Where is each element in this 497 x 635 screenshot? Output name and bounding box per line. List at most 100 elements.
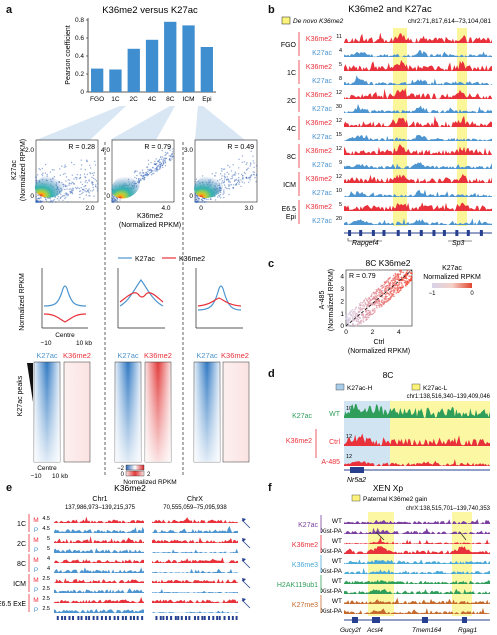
track-scale: 12 — [336, 174, 342, 180]
scatter-plot-3: R = 0.49 0 3.0 0 3.0 — [184, 139, 258, 212]
scatter-xtick: 3.0 — [244, 205, 253, 212]
profile-left-label: −10 — [40, 340, 51, 347]
zoom-wedge-1c — [36, 106, 126, 140]
stage-label: FGO — [281, 42, 297, 49]
panel-f-cond: Xist-PA — [321, 568, 343, 575]
track-label: K36me2 — [306, 36, 332, 43]
panel-c-cbar-max: 0 — [470, 291, 474, 297]
panel-e-stage: 2C — [17, 541, 26, 548]
scatter-xtick: 0 — [116, 205, 120, 212]
panel-f-cond: Xist-PA — [321, 588, 343, 595]
profile-centre-label: Centre — [55, 332, 75, 339]
panel-e-stage: E6.5 ExE — [0, 601, 26, 608]
panel-f-tracks: XEN Xp Paternal K36me2 gain chrX:138,515… — [277, 483, 491, 634]
panel-f-title: XEN Xp — [373, 483, 404, 493]
pearson-xtick: FGO — [90, 96, 104, 103]
panel-c-r: R = 0.79 — [349, 273, 376, 280]
pearson-xtick: 8C — [166, 96, 175, 103]
scatter-panels: R = 0.28 0 2.0 0 2.0 R = 0.79 0 4.0 0 4.0 R = 0.49… — [25, 139, 258, 212]
panel-f-cond: WT — [332, 578, 342, 585]
heat2-k27ac-label: K27ac — [117, 351, 139, 360]
scatter-xtick: 2.0 — [85, 205, 94, 212]
panel-e-allele: M — [33, 517, 38, 524]
scatter-ytick: 3.0 — [184, 147, 193, 154]
panel-d-tracks: 8C K27ac-H K27ac-L chr1:138,516,340–139,… — [286, 370, 491, 484]
scatter-ytick: 2.0 — [25, 147, 34, 154]
pearson-ytick: 0.2 — [75, 71, 84, 78]
scatter-xlabel-units: (Normalized RPKM) — [119, 222, 181, 229]
panel-c-xtick: 0 — [344, 329, 348, 336]
panel-c-xtick: 2 — [371, 329, 375, 336]
pearson-bar-icm — [182, 25, 195, 92]
panel-d-title: 8C — [383, 370, 394, 380]
gene-rapgef4: Rapgef4 — [352, 240, 379, 247]
panel-e-gene-track — [56, 616, 238, 620]
scatter-plot-1: R = 0.28 0 2.0 0 2.0 — [25, 139, 99, 212]
denovo-swatch — [281, 16, 291, 25]
panel-f-mark: H2AK119ub1 — [277, 582, 318, 589]
gene-rgag1: Rgag1 — [458, 627, 478, 634]
track-scale: 11 — [336, 34, 342, 40]
panel-label-b: b — [268, 4, 275, 16]
panel-f-cond: Xist-PA — [321, 548, 343, 555]
profile-right-label: 10 kb — [76, 340, 92, 347]
heat3-k27ac-label: K27ac — [196, 351, 218, 360]
track-label: K36me2 — [306, 64, 332, 71]
legend-k36me2: K36me2 — [179, 256, 205, 263]
panel-c-ytick: 0 — [340, 323, 344, 330]
panel-c-ytick: 1 — [340, 311, 344, 318]
panel-e-allele: P — [34, 587, 38, 594]
heat1-k27ac-label: K27ac — [36, 351, 58, 360]
track-scale: 9 — [339, 160, 342, 166]
scatter-xtick: 0 — [40, 205, 44, 212]
heat2-k36me2-label: K36me2 — [144, 351, 172, 360]
pearson-bar-2c — [127, 48, 140, 92]
paternal-gain-swatch — [351, 494, 361, 502]
zoom-wedge-8c — [110, 106, 175, 140]
track-label: K36me2 — [306, 148, 332, 155]
scatter-ytick: 4.0 — [101, 147, 110, 154]
scatter-r-value: R = 0.79 — [144, 144, 171, 151]
panel-e-allele: M — [33, 537, 38, 544]
pearson-bar-1c — [109, 69, 122, 92]
panel-e-scale: 4 — [47, 556, 50, 562]
panel-c-ylabel-units: (Normalized RPKM) — [328, 269, 335, 331]
panel-c-ytick: 3 — [340, 286, 344, 293]
k27ac-l-region — [390, 401, 490, 465]
pearson-ytick: 0.8 — [75, 17, 84, 24]
panel-c-xlabel-units: (Normalized RPKM) — [348, 348, 410, 355]
panel-f-cond: WT — [332, 518, 342, 525]
panel-e-scale: 2.5 — [42, 576, 50, 582]
panel-f-mark: K27ac — [298, 522, 318, 529]
panel-e-allele: M — [33, 597, 38, 604]
profile-legend: K27ac K36me2 — [118, 256, 205, 263]
legend-k27ac-l: K27ac-L — [423, 385, 448, 392]
panel-c-ylabel: A-485 — [319, 291, 326, 310]
panel-c-colorbar — [432, 283, 472, 288]
gene-nr5a2: Nr5a2 — [347, 477, 366, 484]
panel-e-stage: ICM — [13, 581, 26, 588]
panel-c-xlabel: Ctrl — [374, 339, 385, 346]
panel-f-cond: Xist-PA — [321, 608, 343, 615]
panel-label-a: a — [6, 4, 13, 16]
profile-plots: Normalized RPKM Centre −10 10 kb — [19, 268, 243, 347]
heat-left-label: −10 — [30, 473, 41, 480]
scatter-xtick: 4.0 — [161, 205, 170, 212]
track-scale: 8 — [339, 76, 342, 82]
track-scale: 10 — [336, 188, 342, 194]
heat-right-label: 10 kb — [52, 473, 68, 480]
panel-e-scale: 4.5 — [42, 516, 50, 522]
profile-fgo: Centre −10 10 kb — [40, 268, 92, 347]
panel-c-cbar-min: −1 — [429, 291, 437, 297]
legend-k27ac: K27ac — [135, 256, 155, 263]
panel-c-ytick: 2 — [340, 298, 344, 305]
heat3-k36me2-label: K36me2 — [221, 351, 249, 360]
panel-e-allele: P — [34, 567, 38, 574]
panel-c-title: 8C K36me2 — [366, 258, 411, 268]
colorbar-red — [125, 470, 145, 477]
legend-k27ac-l-swatch — [411, 383, 421, 391]
legend-k27ac-h-swatch — [335, 383, 345, 391]
denovo-legend: De novo K36me2 — [293, 18, 344, 25]
stage-label: 1C — [287, 70, 296, 77]
